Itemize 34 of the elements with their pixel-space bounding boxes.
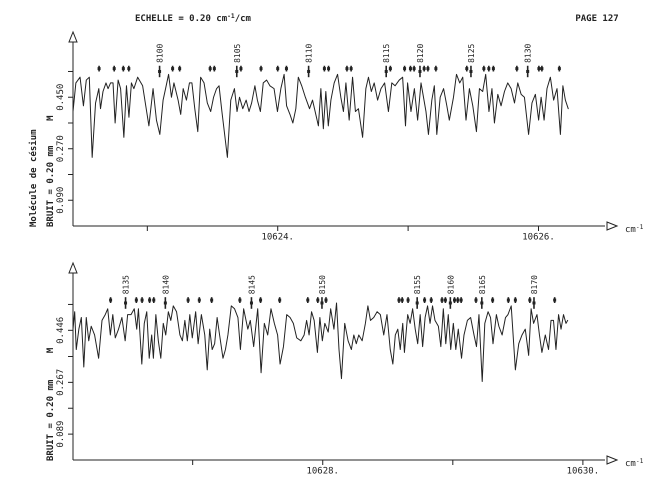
annotation: 8105 [232,43,242,63]
annotation: 8100 [156,43,165,63]
y-tick-label: 0.446 [56,316,66,344]
annotation: 8140 [161,274,170,294]
y-tick-label: 0.267 [56,368,66,396]
x-tick-label: 10628. [306,466,339,476]
annotation: 8135 [122,274,131,294]
text: M [46,114,56,121]
y-tick-label: 0.450 [56,84,66,111]
chart-title: ECHELLE = 0.20 cm$^{-1}$/cm [135,12,252,24]
annotation: 8115 [382,43,392,63]
y-tick-label: 0.089 [56,420,66,448]
annotation: 8120 [416,43,425,63]
text: BRUIT = 0.20 mm [46,145,56,227]
text: BRUIT = 0.20 mm [46,379,56,461]
annotation: 8155 [413,274,422,294]
annotation: 8145 [247,274,256,294]
x-axis-title: cm$^{-1}$ [625,458,644,469]
x-tick-label: 10626. [522,232,555,242]
x-axis-title: cm$^{-1}$ [625,224,644,235]
annotation: 8170 [530,274,539,294]
annotation: 8110 [304,43,314,63]
text: M [46,347,56,354]
x-tick-label: 10624. [261,232,294,242]
text: PAGE 127 [575,14,619,24]
y-tick-label: 0.270 [56,135,66,162]
annotation: 8165 [478,274,487,294]
y-axis-title: Molécule de césium [28,128,39,227]
annotation: 8160 [446,274,456,294]
annotation: 8130 [524,43,533,63]
x-tick-label: 10630. [566,466,600,476]
annotation: 8150 [318,274,327,294]
annotation: 8125 [466,43,476,63]
y-tick-label: 0.090 [56,186,66,214]
